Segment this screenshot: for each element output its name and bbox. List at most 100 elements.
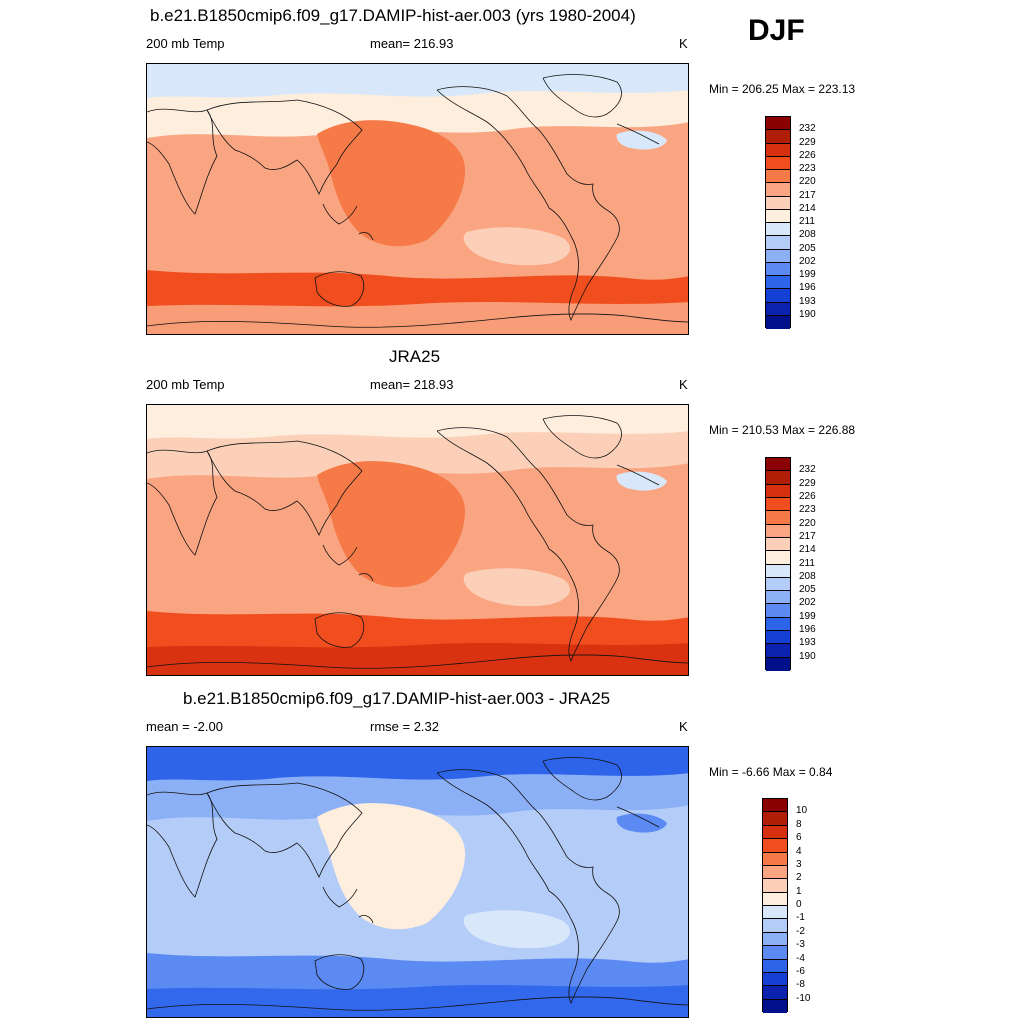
colorbar-swatch — [763, 999, 787, 1013]
colorbar-swatch — [766, 289, 790, 303]
map-field-deep-south — [147, 302, 688, 334]
map-field-warm-pacific — [317, 461, 466, 588]
coastline — [322, 203, 358, 225]
map-field-cool-subtropics — [463, 910, 570, 949]
colorbar-tick-label: 217 — [799, 189, 816, 201]
min-max-label: Min = 210.53 Max = 226.88 — [709, 423, 856, 437]
colorbar-tick-label: 205 — [799, 242, 816, 254]
coastline — [616, 123, 660, 145]
units-label: K — [679, 377, 688, 392]
panel-title: b.e21.B1850cmip6.f09_g17.DAMIP-hist-aer.… — [150, 6, 636, 25]
coastline — [358, 573, 374, 582]
colorbar-tick-label: 196 — [799, 624, 816, 636]
colorbar-tick-label: 214 — [799, 202, 816, 214]
colorbar-tick-label: -1 — [796, 912, 805, 924]
colorbar-swatch — [766, 156, 790, 170]
colorbar-tick-label: 1 — [796, 885, 802, 897]
coastlines — [147, 74, 688, 328]
coastline — [616, 464, 660, 486]
colorbar-tick-label: -6 — [796, 965, 805, 977]
coastline — [542, 415, 622, 459]
colorbar-tick-label: 205 — [799, 584, 816, 596]
colorbar-tick-label: 220 — [799, 176, 816, 188]
colorbar-swatch — [763, 932, 787, 947]
map-field-cold-spot — [616, 130, 667, 150]
coastline — [436, 769, 620, 1004]
colorbar-tick-label: 217 — [799, 530, 816, 542]
map-field-cold-spot — [616, 813, 667, 833]
colorbar-tick-label: 0 — [796, 899, 802, 910]
colorbar-swatch — [766, 657, 790, 671]
coastline — [147, 654, 688, 669]
colorbar-tick-label: 6 — [796, 832, 802, 844]
coastline — [358, 915, 374, 924]
colorbar — [765, 116, 791, 329]
contour-map — [146, 63, 689, 335]
colorbar-swatch — [766, 551, 790, 565]
colorbar-tick-label: 10 — [796, 805, 808, 817]
map-field-cold-spot — [616, 471, 667, 491]
colorbar-tick-label: 211 — [799, 216, 815, 227]
colorbar-swatch — [766, 471, 790, 485]
colorbar — [765, 457, 791, 671]
map-field-deep-south — [147, 643, 688, 675]
coastline — [436, 86, 620, 321]
colorbar-swatch — [763, 972, 787, 987]
colorbar-swatch — [766, 484, 790, 498]
colorbar-swatch — [766, 302, 790, 316]
coastline — [358, 232, 374, 241]
colorbar-tick-label: 190 — [799, 650, 816, 662]
colorbar-tick-label: 223 — [799, 504, 816, 516]
colorbar-tick-label: 199 — [799, 610, 816, 622]
colorbar-swatch — [766, 617, 790, 632]
colorbar-tick-label: 232 — [799, 464, 816, 476]
center-label: mean= 218.93 — [370, 377, 454, 392]
center-label: rmse = 2.32 — [370, 719, 440, 734]
colorbar-swatch — [763, 852, 787, 866]
colorbar-tick-label: 4 — [796, 845, 802, 857]
colorbar-tick-label: 2 — [796, 872, 802, 884]
colorbar-swatch — [766, 130, 790, 144]
colorbar-swatch — [766, 183, 790, 197]
colorbar — [762, 798, 788, 1013]
map-field-warm-pacific — [317, 120, 466, 247]
coastline — [616, 806, 660, 828]
colorbar-swatch — [766, 631, 790, 645]
coastline — [206, 440, 363, 536]
map-field-cool-subtropics — [463, 568, 570, 607]
colorbar-tick-label: 8 — [796, 818, 802, 830]
colorbar-tick-label: 208 — [799, 570, 816, 582]
coastline — [542, 74, 622, 118]
map-field-warm-pacific — [317, 803, 466, 930]
coastline — [314, 954, 365, 990]
colorbar-swatch — [766, 196, 790, 210]
panel-title: b.e21.B1850cmip6.f09_g17.DAMIP-hist-aer.… — [183, 689, 611, 708]
colorbar-swatch — [763, 892, 787, 906]
colorbar-tick-label: -3 — [796, 939, 805, 951]
colorbar-tick-label: -8 — [796, 979, 805, 991]
colorbar-tick-label: -2 — [796, 925, 805, 937]
colorbar-swatch — [763, 825, 787, 840]
min-max-label: Min = 206.25 Max = 223.13 — [709, 82, 856, 96]
coastline — [206, 782, 363, 878]
colorbar-tick-label: 232 — [799, 123, 816, 135]
coastline — [147, 108, 218, 215]
colorbar-swatch — [766, 249, 790, 263]
contour-map — [146, 746, 689, 1018]
coastline — [206, 99, 363, 195]
colorbar-swatch — [763, 906, 787, 920]
colorbar-swatch — [766, 117, 790, 131]
colorbar-swatch — [766, 276, 790, 290]
colorbar-swatch — [766, 591, 790, 605]
colorbar-tick-label: 226 — [799, 149, 816, 161]
colorbar-swatch — [763, 986, 787, 1000]
colorbar-swatch — [766, 315, 790, 329]
colorbar-swatch — [763, 879, 787, 893]
map-field-deep-south — [147, 985, 688, 1017]
map-field-polar-north — [147, 64, 688, 98]
coastline — [147, 449, 218, 556]
contour-map — [146, 404, 689, 676]
colorbar-tick-label: 199 — [799, 269, 816, 280]
colorbar-tick-label: 220 — [799, 517, 816, 529]
map-field-polar-north — [147, 405, 688, 439]
